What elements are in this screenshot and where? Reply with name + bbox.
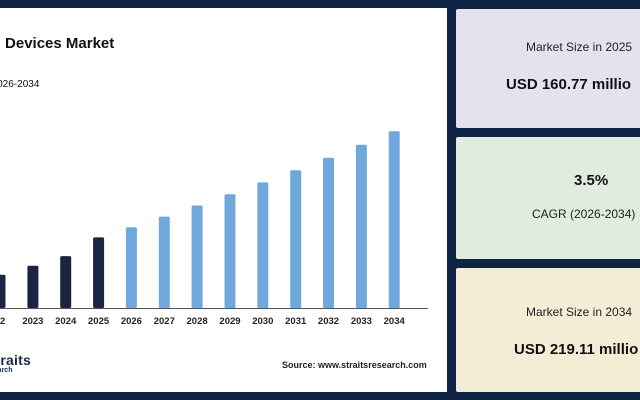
bar-2026 [125,227,137,308]
x-tick-label: 2031 [285,316,307,327]
x-tick-label: 2034 [384,316,406,327]
bar-2034 [388,131,400,308]
cagr-label: CAGR (2026-2034) [532,207,636,221]
market-size-2034-value: USD 219.11 millio [514,341,639,358]
bar-2029 [224,194,236,309]
bar-2031 [290,170,302,308]
x-tick-label: 2026 [121,316,142,327]
cagr-card: 3.5% CAGR (2026-2034) [456,137,640,259]
x-tick-label: 2028 [187,316,208,327]
x-tick-label: 2025 [88,316,110,327]
market-size-2034-card: Market Size in 2034 USD 219.11 millio [456,268,640,392]
source-note: Source: www.straitsresearch.com [282,360,427,370]
chart-card: mal Devices Market t 2026-2034 22 2023 202… [0,8,447,392]
cagr-value: 3.5% [574,172,609,189]
market-size-2025-card: Market Size in 2025 USD 160.77 millio [456,9,640,128]
logo-subtext: esearch [0,367,13,374]
x-tick-label: 2027 [154,316,175,327]
x-tick-label: 2023 [22,316,43,327]
x-tick-label: 2030 [252,316,273,327]
bar-2028 [191,205,203,308]
straits-logo: Straits esearch [0,352,56,378]
chart-title: mal Devices Market [0,35,115,52]
x-tick-label: 2024 [55,316,77,327]
bar-2027 [158,216,170,308]
bar-2024 [60,256,72,308]
chart-subtitle: t 2026-2034 [0,79,40,90]
x-tick-label: 2029 [219,316,240,327]
bar-2025 [93,237,105,308]
bar-2032 [323,157,334,308]
market-size-2025-value: USD 160.77 millio [506,76,632,93]
x-tick-label: 2032 [318,316,339,327]
bar-2023 [27,265,39,308]
logo-wordmark: Straits [0,352,31,368]
x-tick-label: 22 [0,316,5,327]
bar-chart: 22 2023 2024 2025 2026 2027 2028 2029 2030 2031 20… [0,131,428,327]
bar-2030 [257,182,269,308]
market-size-2034-label: Market Size in 2034 [526,305,633,319]
x-tick-label: 2033 [351,316,372,327]
bar-22 [0,274,6,308]
market-size-2025-label: Market Size in 2025 [526,40,633,54]
bar-2033 [355,144,367,308]
